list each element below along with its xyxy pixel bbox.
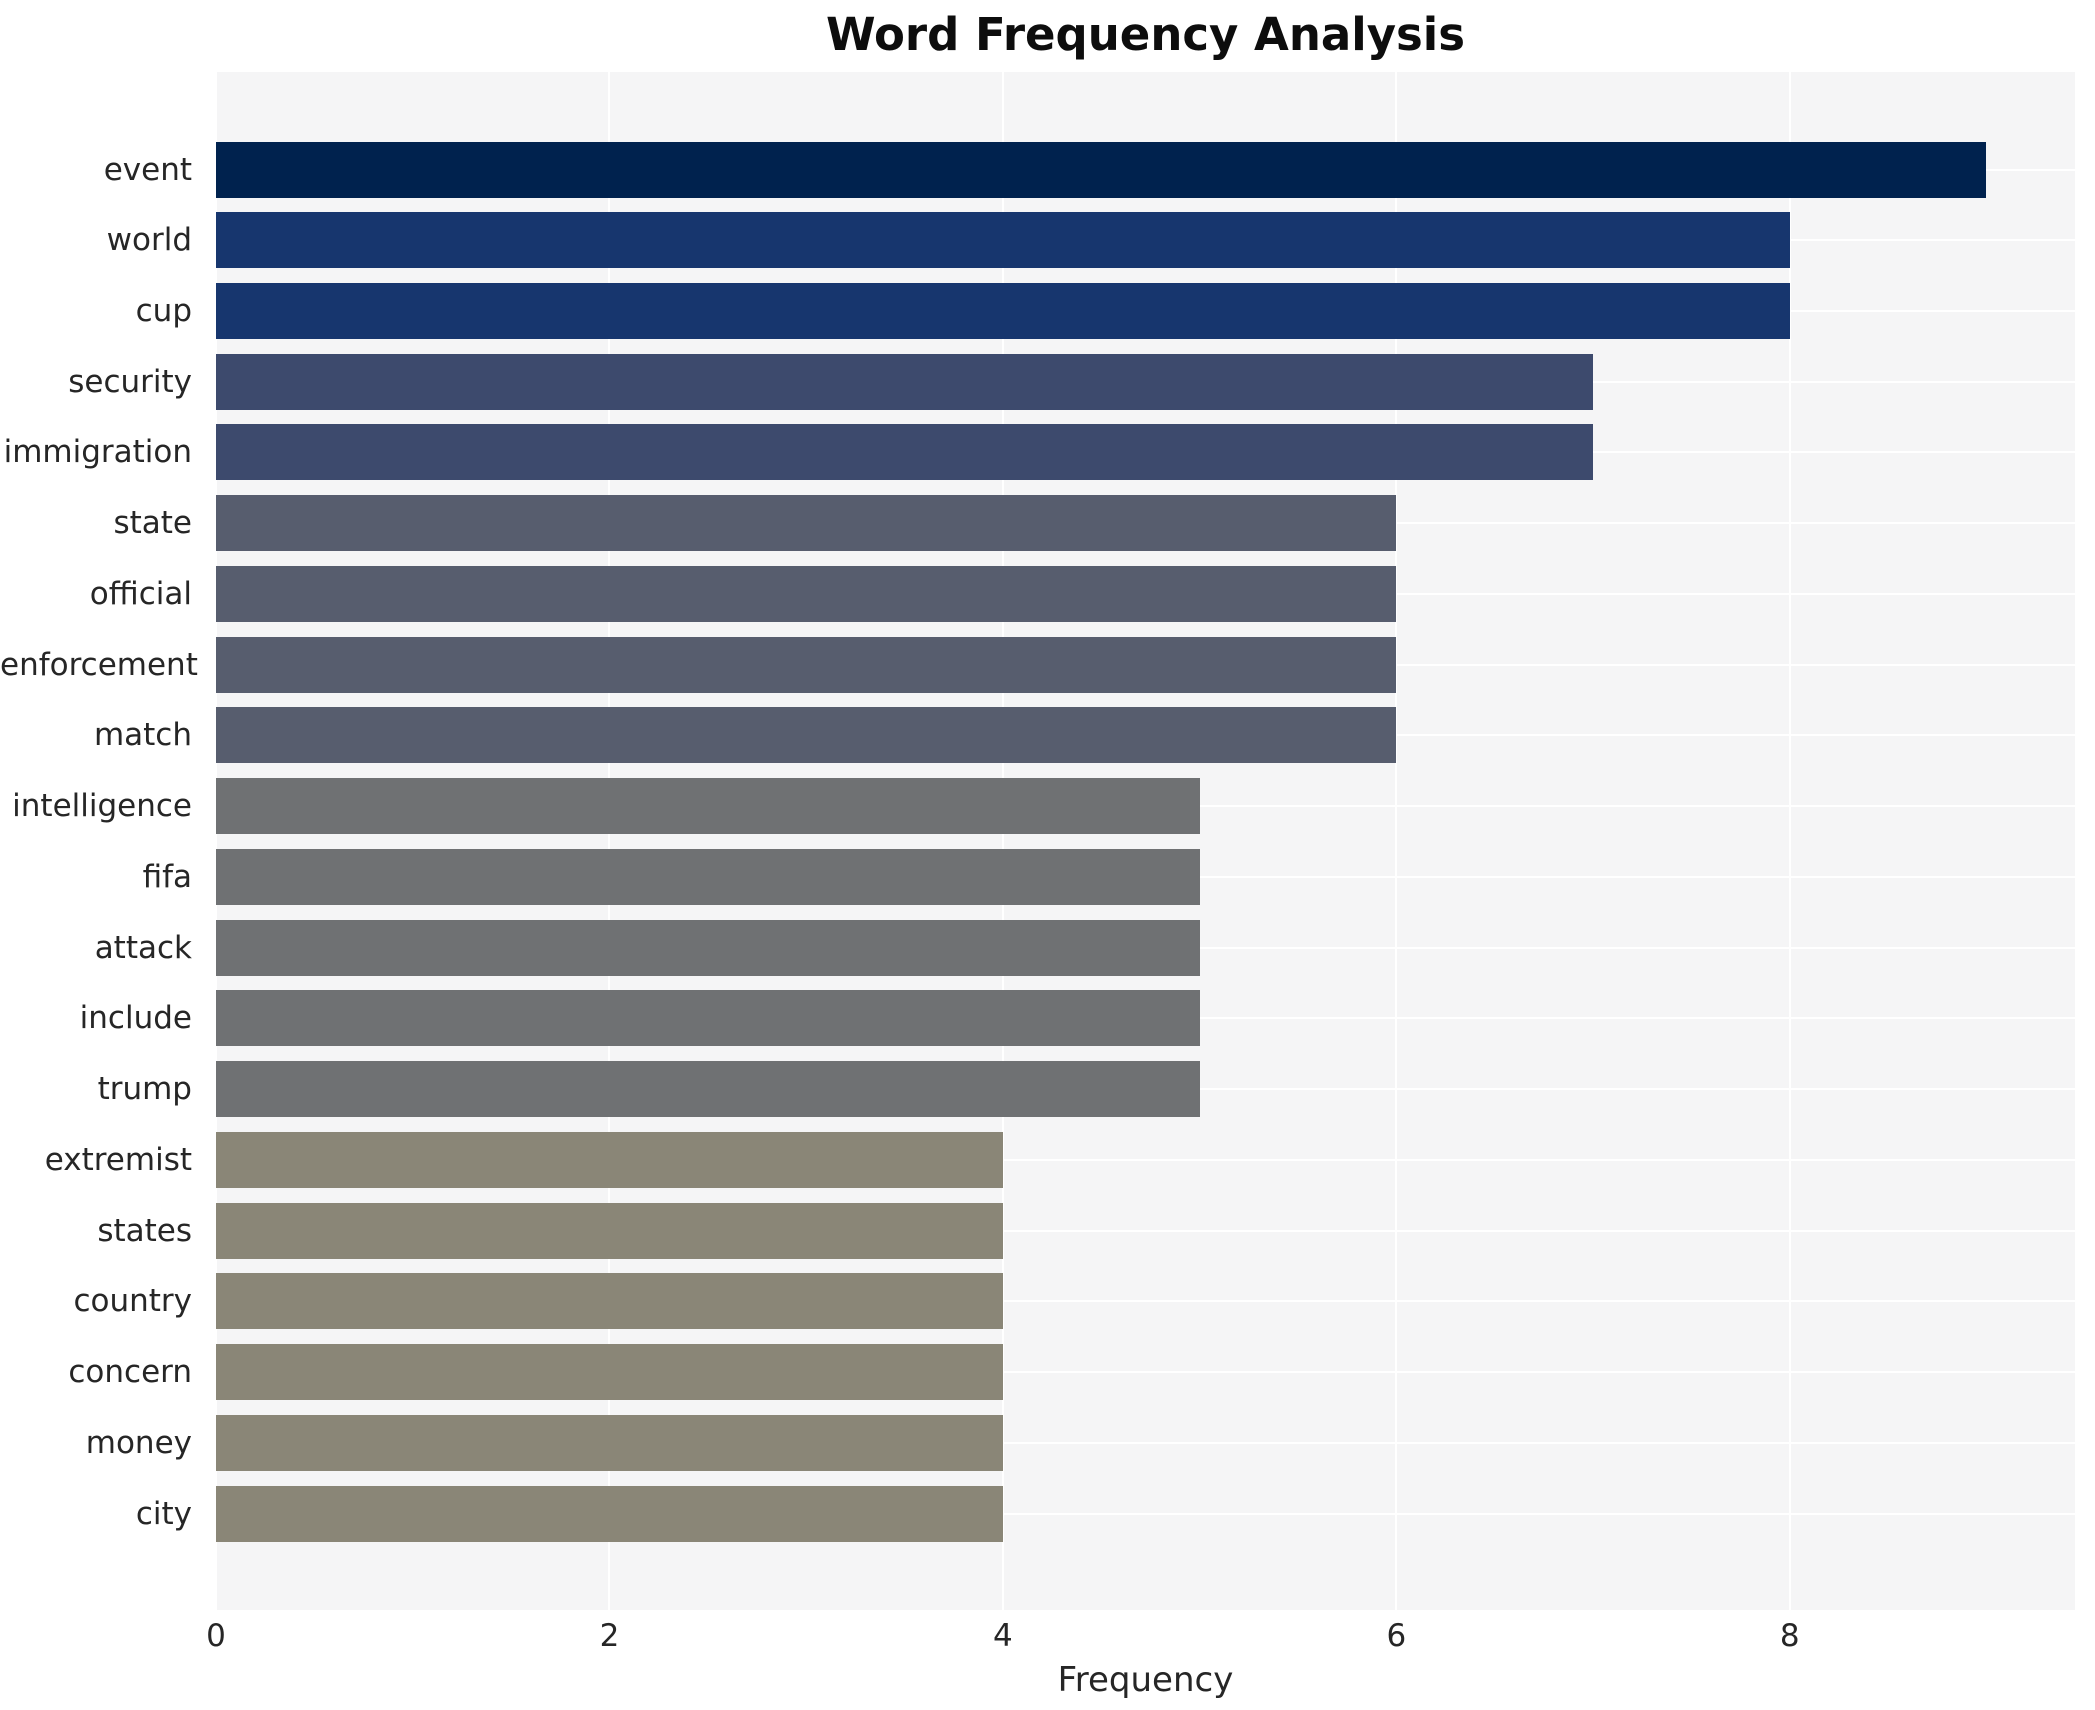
bar-match [216, 707, 1397, 764]
bar-official [216, 565, 1397, 622]
v-gridline-0 [215, 72, 217, 1610]
x-axis-tick-labels: 0 2 4 6 8 [206, 1618, 2075, 1658]
y-label-enforcement: enforcement [0, 646, 198, 683]
y-label-official: official [89, 575, 192, 612]
bar-security [216, 353, 1594, 410]
bar-event [216, 141, 1987, 198]
x-tick-0: 0 [206, 1618, 226, 1654]
bar-state [216, 495, 1397, 552]
y-label-states: states [97, 1212, 192, 1249]
h-gridline [216, 1512, 2075, 1515]
y-label-intelligence: intelligence [12, 788, 192, 825]
v-gridline-8 [1788, 72, 1791, 1610]
h-gridline [216, 1300, 2075, 1303]
y-label-attack: attack [94, 929, 192, 966]
bar-city [216, 1485, 1003, 1542]
y-label-event: event [103, 151, 192, 188]
bar-include [216, 990, 1200, 1047]
y-label-immigration: immigration [3, 434, 192, 471]
bar-concern [216, 1344, 1003, 1401]
y-label-include: include [79, 1000, 192, 1037]
chart-title: Word Frequency Analysis [825, 8, 1466, 61]
y-label-security: security [68, 363, 192, 400]
plot-area [215, 72, 2075, 1610]
y-label-match: match [93, 717, 192, 754]
x-tick-2: 2 [599, 1618, 620, 1654]
x-tick-6: 6 [1386, 1618, 1407, 1654]
y-label-fifa: fifa [142, 858, 192, 895]
bar-intelligence [216, 778, 1200, 835]
bar-extremist [216, 1131, 1003, 1188]
bar-states [216, 1202, 1003, 1259]
bar-fifa [216, 848, 1200, 905]
v-gridline-6 [1395, 72, 1398, 1610]
h-gridline [216, 1158, 2075, 1161]
y-label-country: country [73, 1283, 192, 1320]
y-label-city: city [135, 1495, 192, 1532]
y-label-cup: cup [135, 292, 192, 329]
bar-country [216, 1273, 1003, 1330]
h-gridline [216, 1229, 2075, 1232]
x-axis-title: Frequency [1057, 1660, 1234, 1700]
y-axis-labels: event world cup security immigration state off… [0, 72, 204, 1610]
v-gridline-4 [1001, 72, 1004, 1610]
y-label-concern: concern [68, 1354, 192, 1391]
bar-attack [216, 919, 1200, 976]
y-label-state: state [113, 505, 192, 542]
bar-world [216, 212, 1790, 269]
h-gridline [216, 1371, 2075, 1374]
h-gridline [216, 1441, 2075, 1444]
bar-immigration [216, 424, 1594, 481]
bar-money [216, 1414, 1003, 1471]
bar-enforcement [216, 636, 1397, 693]
bar-cup [216, 282, 1790, 339]
y-label-money: money [85, 1424, 192, 1461]
v-gridline-2 [608, 72, 611, 1610]
y-label-trump: trump [97, 1071, 192, 1108]
x-tick-8: 8 [1779, 1618, 1800, 1654]
bar-trump [216, 1061, 1200, 1118]
y-label-extremist: extremist [44, 1141, 192, 1178]
x-tick-4: 4 [993, 1618, 1013, 1654]
y-label-world: world [106, 222, 192, 259]
